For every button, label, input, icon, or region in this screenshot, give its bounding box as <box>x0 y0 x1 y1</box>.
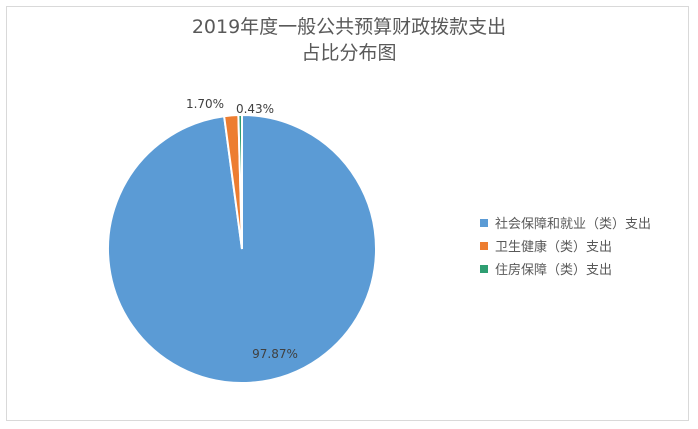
data-label-housing: 0.43% <box>236 102 274 116</box>
legend-label-social-security: 社会保障和就业（类）支出 <box>495 217 652 232</box>
legend-swatch-health <box>480 241 488 250</box>
legend-item-housing: 住房保障（类）支出 <box>480 257 651 280</box>
chart-title-line2: 占比分布图 <box>301 42 397 64</box>
chart-title: 2019年度一般公共预算财政拨款支出 占比分布图 <box>0 14 698 66</box>
legend-label-health: 卫生健康（类）支出 <box>495 240 613 255</box>
pie-slices <box>107 113 378 384</box>
data-label-health: 1.70% <box>186 97 224 111</box>
legend-label-housing: 住房保障（类）支出 <box>495 263 613 278</box>
legend-item-health: 卫生健康（类）支出 <box>480 234 651 257</box>
legend-swatch-social-security <box>480 218 488 227</box>
data-label-social-security: 97.87% <box>252 347 298 361</box>
legend-item-social-security: 社会保障和就业（类）支出 <box>480 211 651 234</box>
chart-legend: 社会保障和就业（类）支出 卫生健康（类）支出 住房保障（类）支出 <box>480 211 651 280</box>
slice-housing <box>237 113 243 250</box>
legend-swatch-housing <box>480 264 488 273</box>
chart-title-line1: 2019年度一般公共预算财政拨款支出 <box>191 16 507 38</box>
pie-data-labels: 97.87% 1.70% 0.43% <box>186 97 298 361</box>
